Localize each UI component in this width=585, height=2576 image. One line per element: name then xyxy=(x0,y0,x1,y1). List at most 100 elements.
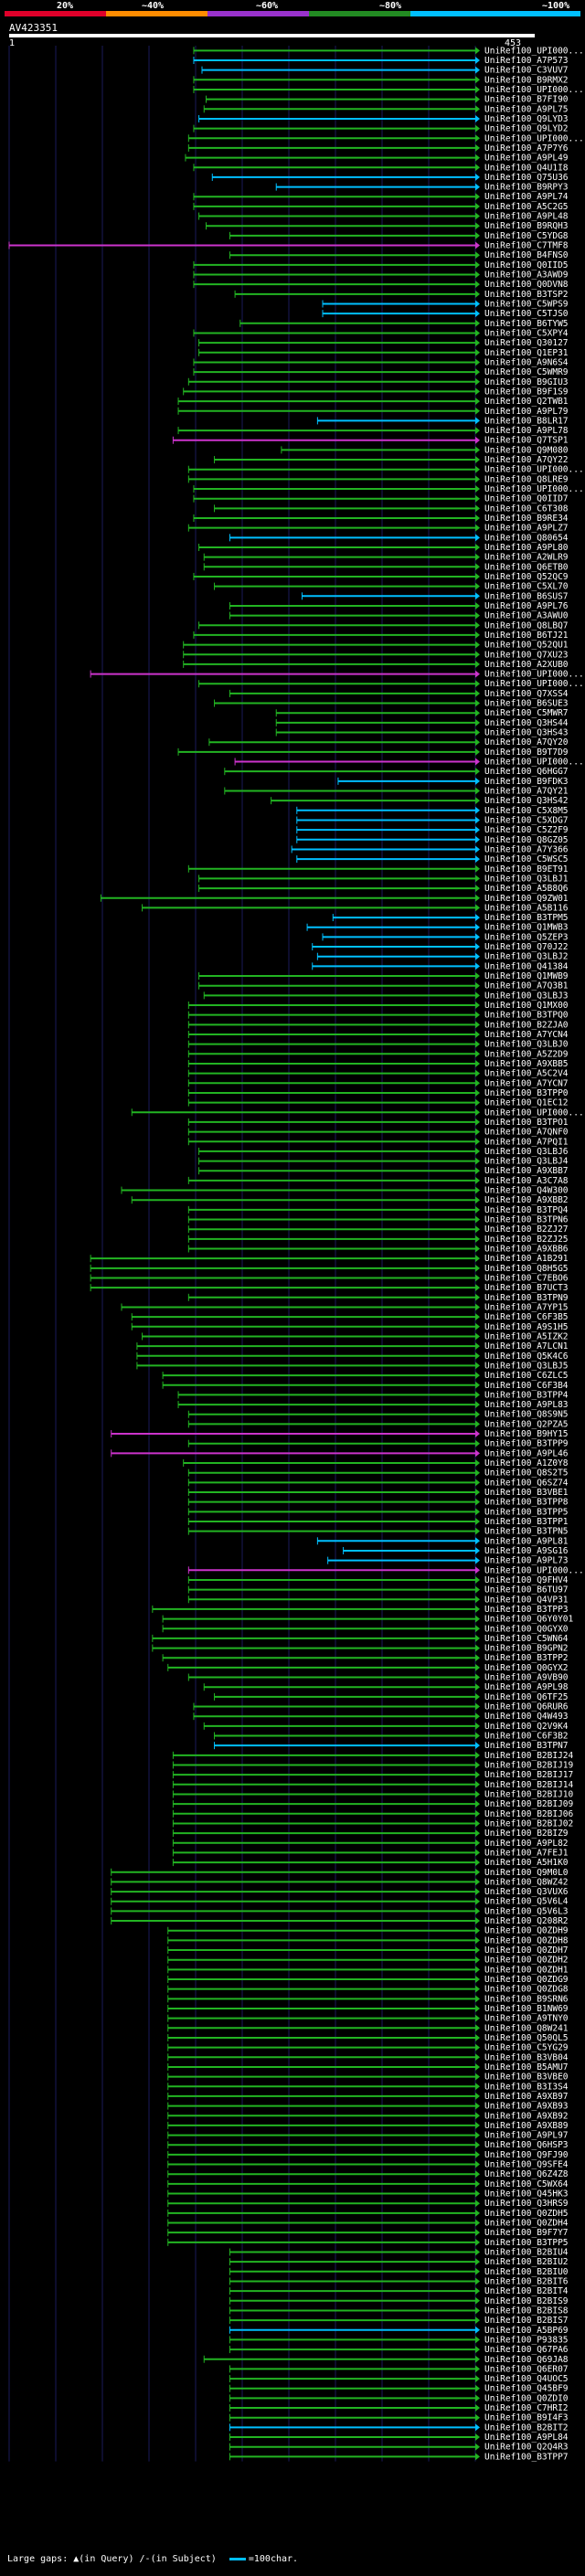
hit-label: UniRef100_UPI000... xyxy=(484,1108,584,1118)
hit-label: UniRef100_B2ZJ25 xyxy=(484,1235,569,1245)
hit-end-arrow xyxy=(475,1634,480,1642)
hit-label: UniRef100_Q4U1I8 xyxy=(484,163,569,173)
hit-label: UniRef100_Q0IID5 xyxy=(484,260,569,270)
hit-label: UniRef100_B3TPP5 xyxy=(484,1507,569,1517)
hit-end-arrow xyxy=(475,2453,480,2461)
hit-end-arrow xyxy=(475,114,480,122)
hit-end-arrow xyxy=(475,212,480,220)
hit-label: UniRef100_C6F3B2 xyxy=(484,1732,569,1742)
hit-end-arrow xyxy=(475,923,480,931)
hit-end-arrow xyxy=(475,300,480,308)
hit-end-arrow xyxy=(475,2150,480,2158)
hit-end-arrow xyxy=(475,310,480,318)
hit-end-arrow xyxy=(475,456,480,464)
ruler-start: 1 xyxy=(9,38,16,48)
hit-end-arrow xyxy=(475,494,480,503)
hit-label: UniRef100_B2BIJ19 xyxy=(484,1760,574,1770)
hit-label: UniRef100_Q6SZ74 xyxy=(484,1478,569,1488)
hit-label: UniRef100_B3VBE1 xyxy=(484,1488,569,1498)
hit-label: UniRef100_Q75U36 xyxy=(484,173,569,183)
hit-label: UniRef100_Q2PZA5 xyxy=(484,1419,569,1429)
hit-label: UniRef100_Q8LBQ7 xyxy=(484,620,569,631)
hit-end-arrow xyxy=(475,1284,480,1292)
hit-label: UniRef100_Q50QL5 xyxy=(484,2033,569,2043)
hit-label: UniRef100_Q9M080 xyxy=(484,445,569,455)
hit-label: UniRef100_B3TPO1 xyxy=(484,1118,569,1128)
hit-label: UniRef100_A7FEJ1 xyxy=(484,1848,569,1858)
hit-end-arrow xyxy=(475,407,480,415)
hit-label: UniRef100_Q70J22 xyxy=(484,942,569,952)
hit-label: UniRef100_B4FNS0 xyxy=(484,250,569,260)
hit-label: UniRef100_C5WMR9 xyxy=(484,367,569,377)
hit-label: UniRef100_B3TPP8 xyxy=(484,1498,569,1508)
hit-label: UniRef100_A9S1H5 xyxy=(484,1322,569,1332)
hit-label: UniRef100_C5Z2F9 xyxy=(484,825,569,835)
hit-end-arrow xyxy=(475,738,480,747)
hit-end-arrow xyxy=(475,504,480,513)
hit-label: UniRef100_B7FI90 xyxy=(484,95,569,105)
hit-end-arrow xyxy=(475,1401,480,1409)
hit-label: UniRef100_A9PL98 xyxy=(484,1682,569,1692)
hit-label: UniRef100_B3TPQ4 xyxy=(484,1205,569,1215)
hit-end-arrow xyxy=(475,85,480,93)
hit-end-arrow xyxy=(475,134,480,143)
hit-label: UniRef100_B9GPN2 xyxy=(484,1644,569,1654)
hit-label: UniRef100_A9N6S4 xyxy=(484,357,569,367)
hit-label: UniRef100_Q7XSS4 xyxy=(484,689,569,699)
hit-label: UniRef100_B3TPP5 xyxy=(484,2238,569,2248)
hit-label: UniRef100_Q52QC9 xyxy=(484,572,569,582)
hit-end-arrow xyxy=(475,485,480,493)
hit-end-arrow xyxy=(475,592,480,600)
hit-end-arrow xyxy=(475,124,480,133)
hit-label: UniRef100_B3TPP4 xyxy=(484,1390,569,1400)
hit-label: UniRef100_A9PL79 xyxy=(484,407,569,417)
hit-end-arrow xyxy=(475,933,480,941)
hit-end-arrow xyxy=(475,2267,480,2275)
hit-label: UniRef100_B2BIU4 xyxy=(484,2247,569,2257)
hit-end-arrow xyxy=(475,319,480,327)
hit-end-arrow xyxy=(475,1225,480,1234)
hit-label: UniRef100_A9XB97 xyxy=(484,2092,569,2102)
hit-end-arrow xyxy=(475,1644,480,1652)
hit-label: UniRef100_A5IZK2 xyxy=(484,1331,569,1341)
hit-end-arrow xyxy=(475,1585,480,1594)
hit-end-arrow xyxy=(475,465,480,473)
hit-end-arrow xyxy=(475,582,480,590)
hit-label: UniRef100_B9RQH3 xyxy=(484,221,569,231)
hit-label: UniRef100_Q3HS42 xyxy=(484,796,569,806)
hit-label: UniRef100_Q9ZW01 xyxy=(484,894,569,904)
hit-label: UniRef100_C5MWR7 xyxy=(484,708,569,718)
hit-end-arrow xyxy=(475,2141,480,2149)
hit-end-arrow xyxy=(475,2024,480,2032)
hit-end-arrow xyxy=(475,1702,480,1711)
hit-label: UniRef100_Q2V9K4 xyxy=(484,1722,569,1732)
hit-label: UniRef100_B2BIJ09 xyxy=(484,1799,574,1809)
hit-label: UniRef100_A7YP15 xyxy=(484,1302,569,1312)
hit-label: UniRef100_B3TPM5 xyxy=(484,913,569,923)
hit-end-arrow xyxy=(475,1907,480,1915)
hit-end-arrow xyxy=(475,436,480,444)
hit-label: UniRef100_Q30127 xyxy=(484,338,569,348)
hit-end-arrow xyxy=(475,1186,480,1194)
hit-label: UniRef100_A7Y366 xyxy=(484,844,569,854)
hit-label: UniRef100_Q3LBJ0 xyxy=(484,1040,569,1050)
hit-label: UniRef100_Q6Y0Y01 xyxy=(484,1615,574,1625)
hit-end-arrow xyxy=(475,427,480,435)
hit-label: UniRef100_A7YCN7 xyxy=(484,1078,569,1088)
hit-end-arrow xyxy=(475,2346,480,2354)
hit-label: UniRef100_Q5K4C6 xyxy=(484,1352,569,1362)
hit-end-arrow xyxy=(475,991,480,1000)
hit-end-arrow xyxy=(475,2258,480,2266)
hit-end-arrow xyxy=(475,2248,480,2256)
hit-label: UniRef100_Q0ZDG8 xyxy=(484,1985,569,1995)
hit-label: UniRef100_Q3HRS9 xyxy=(484,2199,569,2209)
hit-end-arrow xyxy=(475,1322,480,1330)
hit-end-arrow xyxy=(475,2394,480,2402)
hit-label: UniRef100_UPI000... xyxy=(484,758,584,768)
hit-label: UniRef100_B2BIS7 xyxy=(484,2316,569,2326)
hit-label: UniRef100_A9TNY0 xyxy=(484,2014,569,2024)
hit-label: UniRef100_A9XB93 xyxy=(484,2102,569,2112)
hit-end-arrow xyxy=(475,680,480,688)
hit-end-arrow xyxy=(475,885,480,893)
hit-end-arrow xyxy=(475,1888,480,1896)
